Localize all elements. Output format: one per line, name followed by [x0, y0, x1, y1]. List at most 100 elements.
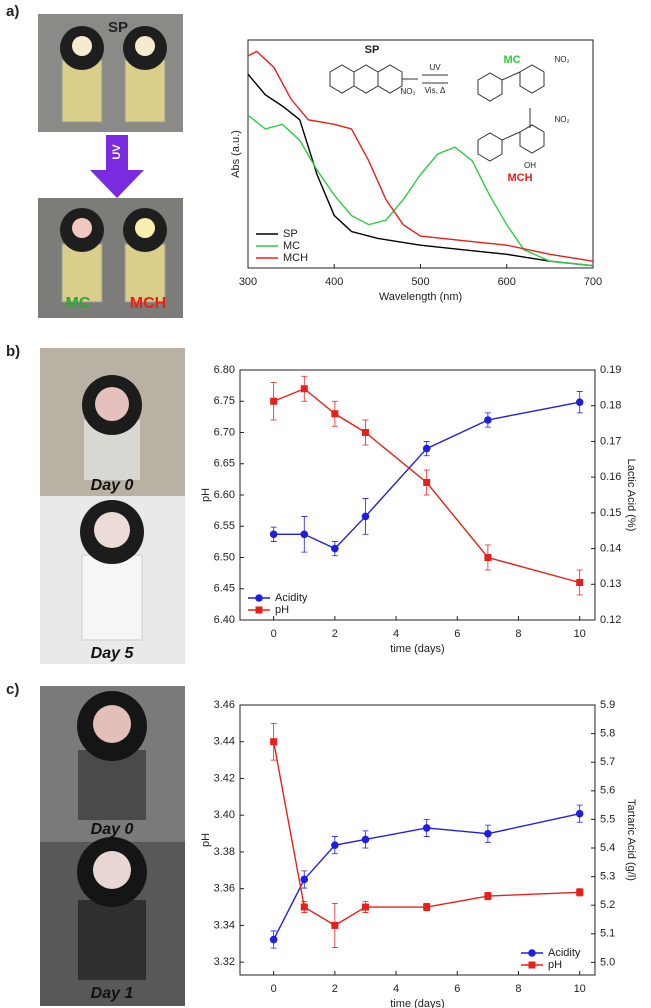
annotation: NO₂ [400, 87, 415, 96]
x-axis-label: Wavelength (nm) [379, 291, 462, 303]
photo-label: MCH [130, 295, 166, 312]
y2-tick-label: 5.6 [600, 785, 615, 797]
y2-tick-label: 0.15 [600, 507, 621, 519]
x-tick-label: 6 [454, 983, 460, 995]
arrow-label: UV [111, 144, 123, 160]
y2-tick-label: 0.12 [600, 614, 621, 626]
marker [576, 398, 584, 406]
legend-marker [528, 949, 536, 957]
marker [423, 904, 430, 911]
y-axis-label: Abs (a.u.) [230, 130, 242, 178]
annotation: OH [524, 161, 536, 170]
y-tick-label: 3.40 [214, 809, 235, 821]
legend-marker [255, 594, 263, 602]
annotation: MC [503, 54, 520, 66]
photo-day: Day 0 [40, 348, 185, 496]
marker [484, 893, 491, 900]
photo-label: Day 1 [91, 985, 134, 1002]
y2-tick-label: 5.7 [600, 756, 615, 768]
chemical-scheme: SP MC MCH UV Vis, Δ NO₂ NO₂ NO₂ OH [330, 44, 570, 184]
x-tick-label: 8 [515, 983, 521, 995]
legend-label: MCH [283, 252, 308, 264]
x-tick-label: 2 [332, 628, 338, 640]
y2-tick-label: 0.19 [600, 364, 621, 376]
photo-day: Day 0 [40, 686, 185, 842]
photo-label: MC [66, 295, 91, 312]
y2-tick-label: 0.18 [600, 400, 621, 412]
y2-axis-label: Lactic Acid (%) [625, 459, 637, 532]
marker [301, 385, 308, 392]
marker [362, 904, 369, 911]
annotation: NO₂ [554, 55, 569, 64]
photo-mc: MC MCH [38, 198, 183, 318]
marker [362, 429, 369, 436]
x-tick-label: 4 [393, 983, 399, 995]
legend-label: MC [283, 240, 300, 252]
y2-axis-label: Tartaric Acid (g/l) [625, 799, 637, 881]
photo-sp: SP [38, 14, 183, 132]
marker [423, 445, 431, 453]
marker [484, 554, 491, 561]
photo-label: Day 5 [91, 645, 135, 662]
x-tick-label: 4 [393, 628, 399, 640]
marker [300, 876, 308, 884]
marker [301, 904, 308, 911]
marker [576, 810, 584, 818]
figure: a) b) c) SP UV MC MCH Day 0 Day 5 [0, 0, 651, 1008]
y-tick-label: 3.36 [214, 883, 235, 895]
x-tick-label: 500 [411, 276, 429, 288]
marker [331, 545, 339, 553]
series-line [248, 74, 593, 266]
y2-tick-label: 5.1 [600, 928, 615, 940]
annotation: NO₂ [554, 115, 569, 124]
marker [576, 579, 583, 586]
panel-label: b) [6, 343, 20, 360]
panel-label: c) [6, 681, 19, 698]
marker [331, 410, 338, 417]
photo-day: Day 1 [40, 837, 185, 1006]
plot-frame [240, 705, 595, 975]
panel-label: a) [6, 3, 19, 20]
marker [362, 513, 370, 521]
y-tick-label: 6.65 [214, 458, 235, 470]
x-tick-label: 0 [271, 628, 277, 640]
marker [270, 738, 277, 745]
y-tick-label: 6.75 [214, 395, 235, 407]
y2-tick-label: 0.16 [600, 471, 621, 483]
series-line [248, 51, 593, 261]
y2-tick-label: 5.0 [600, 956, 615, 968]
y-axis-label: pH [200, 488, 212, 502]
y2-tick-label: 0.17 [600, 435, 621, 447]
marker [270, 530, 278, 538]
marker [331, 922, 338, 929]
y-tick-label: 6.80 [214, 364, 235, 376]
y2-tick-label: 0.14 [600, 542, 621, 554]
y-tick-label: 6.45 [214, 583, 235, 595]
y-tick-label: 6.70 [214, 426, 235, 438]
y-tick-label: 3.34 [214, 919, 235, 931]
y2-tick-label: 5.2 [600, 899, 615, 911]
x-tick-label: 700 [584, 276, 602, 288]
y-tick-label: 3.44 [214, 736, 235, 748]
x-tick-label: 10 [574, 983, 586, 995]
y2-tick-label: 5.4 [600, 842, 615, 854]
marker [423, 824, 431, 832]
legend-label: Acidity [275, 592, 308, 604]
y-tick-label: 6.40 [214, 614, 235, 626]
plot-frame [248, 40, 593, 268]
photo-label: Day 0 [91, 821, 134, 838]
y-tick-label: 6.50 [214, 551, 235, 563]
marker [362, 836, 370, 844]
x-tick-label: 0 [271, 983, 277, 995]
annotation: MCH [507, 172, 532, 184]
marker [484, 830, 492, 838]
x-tick-label: 400 [325, 276, 343, 288]
annotation: Vis, Δ [425, 86, 446, 95]
marker [576, 889, 583, 896]
photo-label: Day 0 [91, 477, 134, 494]
legend-marker [529, 962, 536, 969]
x-tick-label: 300 [239, 276, 257, 288]
y2-tick-label: 0.13 [600, 578, 621, 590]
photo-label: SP [108, 19, 128, 36]
x-tick-label: 6 [454, 628, 460, 640]
